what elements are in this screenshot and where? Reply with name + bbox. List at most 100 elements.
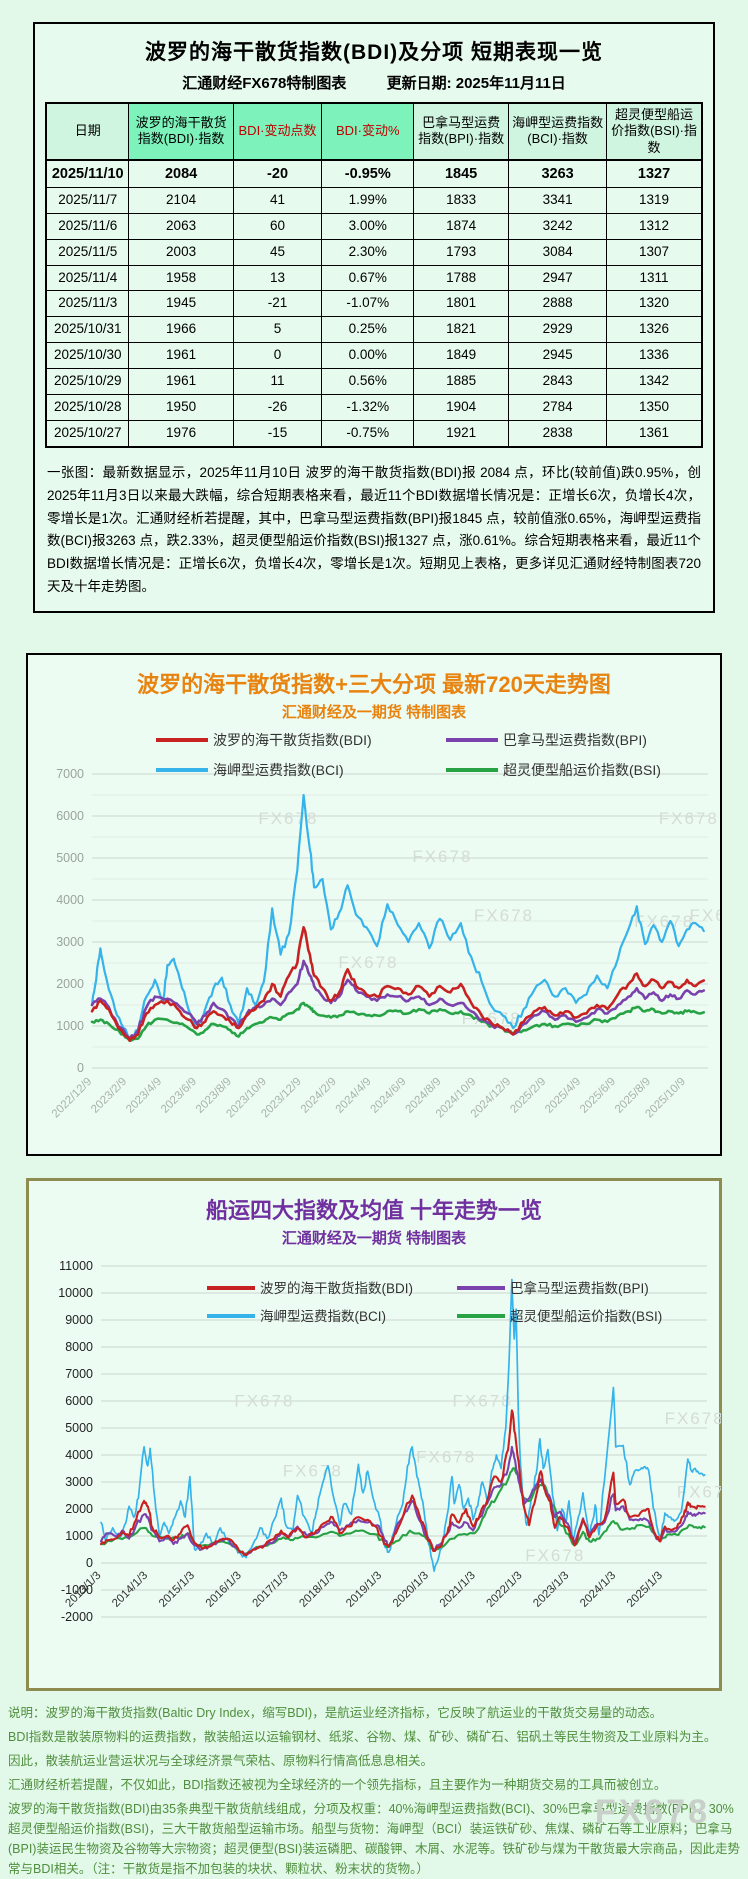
chart-10y-card: 船运四大指数及均值 十年走势一览 汇通财经及一期货 特制图表 -2000 -100…: [26, 1178, 722, 1692]
bdi-table-body: 2025/11/10 2084 -20 -0.95% 1845 3263 1327 2025/…: [45, 159, 703, 448]
table-cell: 2025/11/5: [45, 238, 130, 266]
notes-section: 说明：波罗的海干散货指数(Baltic Dry Index，缩写BDI)，是航运…: [8, 1703, 740, 1879]
series-line-0: [99, 1409, 706, 1557]
chart-720-title: 波罗的海干散货指数+三大分项 最新720天走势图: [137, 672, 611, 698]
svg-text:5000: 5000: [65, 1421, 93, 1435]
svg-text:2022/12/9: 2022/12/9: [50, 1076, 95, 1121]
svg-text:2025/6/9: 2025/6/9: [578, 1076, 618, 1116]
chart-10y-subtitle: 汇通财经及一期货 特制图表: [281, 1230, 467, 1248]
table-cell: 45: [232, 238, 323, 266]
column-header: BDI·变动%: [321, 102, 415, 161]
table-cell: 1350: [606, 393, 703, 421]
svg-text:2000: 2000: [65, 1502, 93, 1516]
table-cell: 2784: [508, 393, 608, 421]
table-cell: 60: [232, 212, 323, 240]
table-cell: 2838: [508, 419, 608, 448]
table-cell: 0.56%: [321, 368, 415, 395]
table-cell: 41: [232, 186, 323, 214]
table-cell: 1950: [128, 393, 234, 421]
bdi-infographic-page: { "watermark": "FX678", "report": { "tit…: [0, 22, 748, 1876]
table-cell: 1976: [128, 419, 234, 448]
table-cell: 2025/10/29: [45, 368, 130, 395]
table-cell: 2025/11/6: [45, 212, 130, 240]
svg-text:5000: 5000: [56, 851, 84, 865]
table-cell: 3263: [508, 159, 608, 188]
table-cell: 3242: [508, 212, 608, 240]
svg-text:9000: 9000: [65, 1313, 93, 1327]
table-row: 2025/10/28 1950 -26 -1.32% 1904 2784 1350: [45, 393, 703, 421]
table-cell: 1821: [413, 316, 510, 344]
column-header: 日期: [45, 102, 130, 161]
table-cell: 2104: [128, 186, 234, 214]
table-row: 2025/11/7 2104 41 1.99% 1833 3341 1319: [45, 186, 703, 214]
page-title: 波罗的海干散货指数(BDI)及分项 短期表现一览: [145, 41, 603, 64]
table-cell: 1320: [606, 290, 703, 318]
svg-text:FX678: FX678: [659, 809, 719, 828]
table-cell: 5: [232, 316, 323, 344]
fx678-watermark: FX678: [594, 1793, 710, 1831]
table-cell: 1312: [606, 212, 703, 240]
svg-text:2024/2/9: 2024/2/9: [299, 1076, 339, 1116]
table-cell: 1.99%: [321, 186, 415, 214]
table-cell: -26: [232, 393, 323, 421]
chart-720-card: 波罗的海干散货指数+三大分项 最新720天走势图 汇通财经及一期货 特制图表 0…: [26, 653, 722, 1157]
series-line-1: [90, 959, 706, 1041]
table-cell: 2.30%: [321, 238, 415, 266]
table-cell: 2025/10/31: [45, 316, 130, 344]
svg-text:11000: 11000: [59, 1259, 93, 1273]
table-cell: 1342: [606, 368, 703, 395]
table-cell: 2025/11/4: [45, 264, 130, 292]
table-row: 2025/11/5 2003 45 2.30% 1793 3084 1307: [45, 238, 703, 266]
column-header: 超灵便型船运价指数(BSI)·指数: [606, 102, 703, 161]
chart-10y-canvas: -2000 -1000 0 1000 2000 3000 4000 5000 6000 7000 8…: [58, 1259, 721, 1624]
table-cell: 1961: [128, 342, 234, 369]
table-row: 2025/11/4 1958 13 0.67% 1788 2947 1311: [45, 264, 703, 292]
table-cell: 1958: [128, 264, 234, 292]
table-cell: 2025/11/3: [45, 290, 130, 318]
column-header: 巴拿马型运费指数(BPI)·指数: [413, 102, 510, 161]
svg-text:FX678: FX678: [677, 1483, 721, 1502]
table-row: 2025/11/6 2063 60 3.00% 1874 3242 1312: [45, 212, 703, 240]
table-cell: 1793: [413, 238, 510, 266]
summary-paragraph: 一张图：最新数据显示，2025年11月10日 波罗的海干散货指数(BDI)报 2…: [47, 464, 701, 595]
table-cell: -1.32%: [321, 393, 415, 421]
table-cell: 0.25%: [321, 316, 415, 344]
svg-text:0: 0: [77, 1061, 84, 1075]
table-cell: 1961: [128, 368, 234, 395]
table-cell: 1307: [606, 238, 703, 266]
table-cell: 2025/10/28: [45, 393, 130, 421]
svg-text:海岬型运费指数(BCI): 海岬型运费指数(BCI): [213, 762, 344, 778]
table-cell: 3341: [508, 186, 608, 214]
svg-text:2023/6/9: 2023/6/9: [159, 1076, 199, 1116]
table-cell: 1319: [606, 186, 703, 214]
svg-text:FX678: FX678: [690, 906, 720, 925]
svg-text:2000: 2000: [56, 977, 84, 991]
table-cell: -15: [232, 419, 323, 448]
chart-720-canvas: 010002000300040005000600070002022/12/920…: [50, 732, 720, 1121]
chart-10y-title: 船运四大指数及均值 十年走势一览: [205, 1198, 543, 1224]
svg-text:7000: 7000: [65, 1367, 93, 1381]
table-cell: 1921: [413, 419, 510, 448]
table-cell: -20: [232, 159, 323, 188]
table-cell: 2003: [128, 238, 234, 266]
table-cell: 1361: [606, 419, 703, 448]
svg-text:-2000: -2000: [61, 1610, 93, 1624]
svg-text:6000: 6000: [65, 1394, 93, 1408]
svg-text:FX678: FX678: [258, 809, 318, 828]
table-cell: -1.07%: [321, 290, 415, 318]
table-cell: 1904: [413, 393, 510, 421]
svg-text:FX678: FX678: [525, 1546, 585, 1565]
svg-text:2025/4/9: 2025/4/9: [543, 1076, 583, 1116]
table-row: 2025/10/29 1961 11 0.56% 1885 2843 1342: [45, 368, 703, 395]
table-cell: 1801: [413, 290, 510, 318]
table-row: 2025/10/30 1961 0 0.00% 1849 2945 1336: [45, 342, 703, 369]
table-cell: 2084: [128, 159, 234, 188]
svg-text:FX678: FX678: [474, 906, 534, 925]
table-row: 2025/10/31 1966 5 0.25% 1821 2929 1326: [45, 316, 703, 344]
note-line: BDI指数是散装原物料的运费指数，散装船运以运输钢材、纸浆、谷物、煤、矿砂、磷矿…: [8, 1730, 717, 1745]
svg-text:FX678: FX678: [412, 847, 472, 866]
table-cell: -0.95%: [321, 159, 415, 188]
svg-text:7000: 7000: [56, 767, 84, 781]
table-cell: 3084: [508, 238, 608, 266]
svg-text:海岬型运费指数(BCI): 海岬型运费指数(BCI): [260, 1309, 386, 1324]
